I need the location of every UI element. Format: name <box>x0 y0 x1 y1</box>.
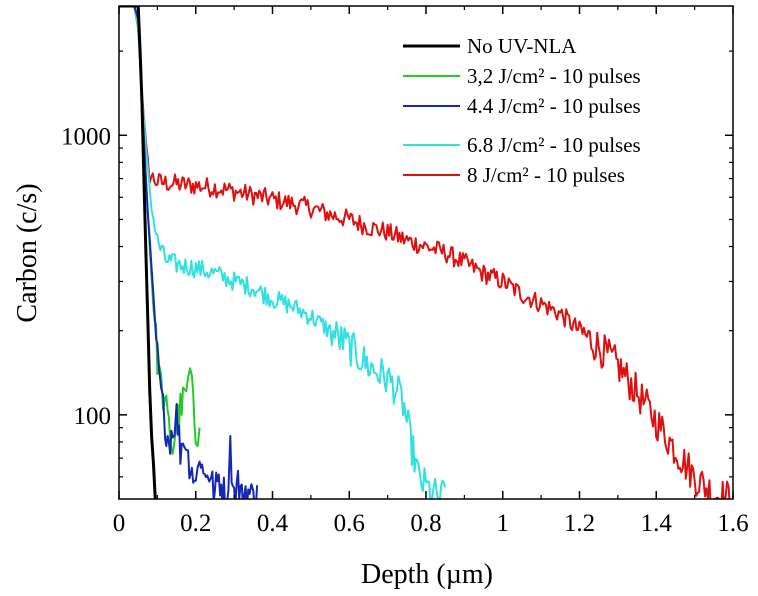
x-tick-label-3: 0.6 <box>334 510 365 537</box>
legend-box <box>396 30 720 190</box>
x-tick-label-8: 1.6 <box>717 510 748 537</box>
legend-label-3: 6.8 J/cm² - 10 pulses <box>467 133 641 157</box>
legend-label-1: 3,2 J/cm² - 10 pulses <box>467 64 641 88</box>
y-axis-title: Carbon (c/s) <box>12 183 43 322</box>
series-layer <box>119 6 733 499</box>
x-tick-label-2: 0.4 <box>257 510 289 537</box>
x-tick-label-6: 1.2 <box>564 510 595 537</box>
series-line-4 <box>119 6 733 499</box>
x-tick-label-0: 0 <box>113 510 126 537</box>
y-tick-label-0: 100 <box>74 403 112 430</box>
x-tick-label-7: 1.4 <box>641 510 673 537</box>
series-line-1 <box>119 6 201 455</box>
series-line-3 <box>119 6 447 499</box>
legend-label-0: No UV-NLA <box>467 34 577 58</box>
x-tick-label-4: 0.8 <box>410 510 441 537</box>
axes-layer: 0 0.2 0.4 0.6 0.8 1 1.2 1.4 1.6 100 1000 <box>61 5 749 537</box>
x-tick-label-1: 0.2 <box>180 510 211 537</box>
legend: No UV-NLA 3,2 J/cm² - 10 pulses 4.4 J/cm… <box>396 30 720 190</box>
y-tick-label-1: 1000 <box>61 123 111 150</box>
series-line-0 <box>119 6 157 499</box>
legend-label-4: 8 J/cm² - 10 pulses <box>467 163 625 187</box>
x-tick-label-5: 1 <box>497 510 510 537</box>
legend-label-2: 4.4 J/cm² - 10 pulses <box>467 94 641 118</box>
x-axis-title: Depth (µm) <box>361 559 493 590</box>
